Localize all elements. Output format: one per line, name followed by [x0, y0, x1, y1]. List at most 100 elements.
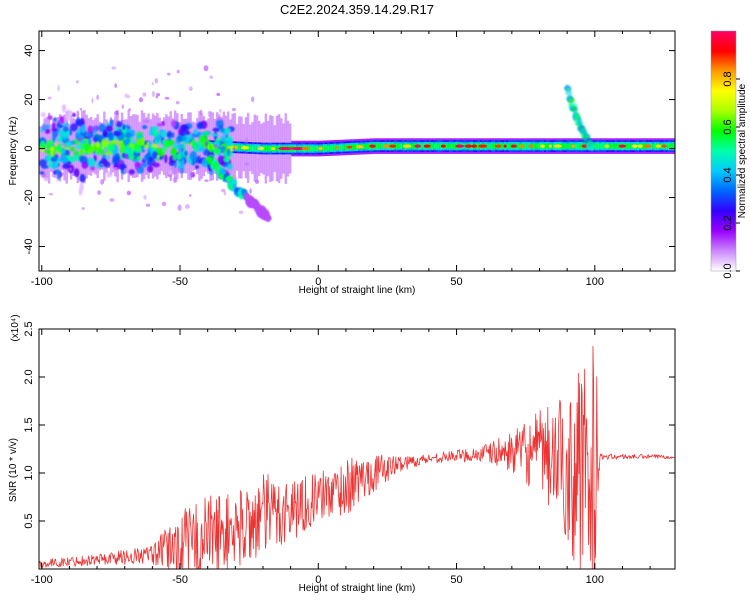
- colorbar-tick-label: 0.8: [722, 71, 734, 86]
- colorbar-tick-label: 0.6: [722, 119, 734, 134]
- spectrogram-band-cell: [601, 143, 604, 149]
- spectrogram-noise-blob: [150, 144, 159, 148]
- snr-panel: -100 -50 0 50 100 0.5 1.0 1.5 2.0 2.5 Height of …: [8, 314, 676, 594]
- spectrogram-noise-blob: [50, 156, 58, 162]
- spectrogram-noise-blob: [51, 162, 58, 170]
- spectrogram-band-cell: [501, 143, 505, 149]
- spectrogram-noise-blob: [192, 158, 196, 166]
- spectrogram-faint-blob: [189, 194, 192, 197]
- spectrogram-noise-blob: [79, 148, 84, 157]
- spectrogram-noise-blob: [43, 177, 49, 182]
- spectrogram-faint-blob: [143, 194, 147, 200]
- spectrogram-halo-cell: [189, 112, 192, 180]
- spectrogram-peak: [318, 146, 323, 151]
- spectrogram-faint-blob: [127, 95, 131, 99]
- spectrogram-band-cell: [537, 143, 540, 149]
- spectrogram-faint-blob: [167, 174, 173, 178]
- snr-y-axis: 0.5 1.0 1.5 2.0 2.5: [23, 321, 675, 529]
- spectrogram-band-cell: [254, 145, 257, 151]
- spectrogram-band-cell: [532, 143, 536, 149]
- spectrogram-noise-blob: [108, 131, 114, 141]
- rising-branch-blob: [589, 143, 595, 152]
- spectrogram-band-cell: [267, 145, 270, 152]
- spectrogram-faint-blob: [177, 204, 182, 211]
- spectrogram-faint-blob: [221, 188, 226, 193]
- snr-y-tick-label: 1.5: [23, 417, 35, 432]
- chart-title: C2E2.2024.359.14.29.R17: [280, 2, 434, 17]
- spectrogram-faint-blob: [232, 147, 236, 152]
- spectrogram-noise-blob: [160, 132, 167, 138]
- spectrogram-halo-cell: [171, 118, 175, 174]
- spectrogram-band-cell: [274, 145, 277, 152]
- spectrogram-noise-blob: [46, 155, 52, 162]
- spectrogram-peak: [290, 146, 305, 151]
- spectrogram-noise-blob: [219, 145, 226, 152]
- spectrogram-faint-blob: [238, 210, 244, 215]
- spectrogram-noise-blob: [79, 174, 86, 183]
- spectrogram-x-tick-label: 100: [586, 276, 604, 288]
- spectrogram-band-cell: [563, 143, 567, 149]
- spectrogram-band-cell: [249, 145, 253, 151]
- spectrogram-faint-blob: [91, 97, 94, 104]
- spectrogram-peak: [571, 144, 575, 148]
- spectrogram-faint-blob: [181, 148, 184, 153]
- spectrogram-faint-blob: [204, 141, 209, 147]
- spectrogram-band-cell: [546, 143, 549, 149]
- spectrogram-y-label: Frequency (Hz): [8, 117, 19, 186]
- tail-branch-blob: [265, 215, 272, 221]
- spectrogram-band-cell: [612, 143, 615, 149]
- spectrogram-faint-blob: [154, 78, 159, 84]
- spectrogram-band-cell: [574, 143, 578, 149]
- colorbar-gradient: [711, 31, 736, 271]
- descending-branch-blob: [232, 184, 238, 189]
- spectrogram-noise-blob: [189, 150, 197, 161]
- spectrogram-faint-blob: [203, 65, 209, 72]
- spectrogram-y-tick-label: 0: [23, 145, 35, 151]
- spectrogram-noise-blob: [87, 125, 94, 134]
- spectrogram-band-cell: [599, 143, 602, 149]
- spectrogram-y-tick-label: -20: [23, 190, 35, 206]
- spectrogram-band-cell: [265, 145, 268, 152]
- colorbar: 0.0 0.2 0.4 0.6 0.8 Normalized spectral ampl…: [710, 30, 748, 279]
- rising-branch-blob: [565, 89, 573, 96]
- spectrogram-band-cell: [309, 145, 312, 152]
- spectrogram-faint-blob: [100, 163, 104, 167]
- spectrogram-noise-blob: [211, 133, 219, 137]
- spectrogram-faint-blob: [207, 110, 212, 118]
- spectrogram-noise-blob: [69, 146, 76, 152]
- spectrogram-band-cell: [380, 143, 383, 149]
- snr-x-label: Height of straight line (km): [299, 583, 416, 594]
- spectrogram-band-cell: [364, 143, 368, 150]
- spectrogram-band-cell: [400, 143, 403, 149]
- spectrogram-noise-blob: [217, 155, 226, 166]
- spectrogram-noise-blob: [215, 137, 221, 143]
- spectrogram-band-cell: [627, 143, 631, 149]
- spectrogram-peak: [471, 144, 478, 148]
- spectrogram-faint-blob: [156, 92, 161, 97]
- snr-multiplier-label: (x10⁴): [10, 314, 21, 341]
- spectrogram-y-tick-label: 20: [23, 93, 35, 105]
- spectrogram-band-cell: [333, 145, 337, 151]
- snr-x-tick-label: 100: [586, 574, 604, 586]
- colorbar-frame: [710, 30, 737, 272]
- spectrogram-faint-blob: [164, 96, 170, 100]
- spectrogram-noise-blob: [142, 162, 148, 168]
- spectrogram-noise-blob: [182, 131, 187, 136]
- spectrogram-band-cell: [488, 143, 492, 149]
- spectrogram-noise-blob: [120, 143, 125, 152]
- spectrogram-peak: [464, 144, 473, 148]
- spectrogram-faint-blob: [232, 107, 236, 112]
- spectrogram-noise-blob: [226, 148, 231, 156]
- spectrogram-peak: [604, 144, 609, 148]
- spectrogram-noise-blob: [192, 144, 198, 152]
- spectrogram-peak: [553, 144, 562, 148]
- spectrogram-faint-blob: [48, 192, 54, 196]
- spectrogram-band-cell: [327, 145, 330, 151]
- spectrogram-faint-blob: [184, 204, 190, 210]
- spectrogram-noise-blob: [170, 119, 177, 128]
- spectrogram-halo-cell: [158, 117, 161, 175]
- spectrogram-halo-cell: [160, 121, 164, 172]
- spectrogram-band-cell: [451, 143, 454, 149]
- spectrogram-band-cell: [577, 143, 580, 149]
- spectrogram-faint-blob: [124, 153, 129, 160]
